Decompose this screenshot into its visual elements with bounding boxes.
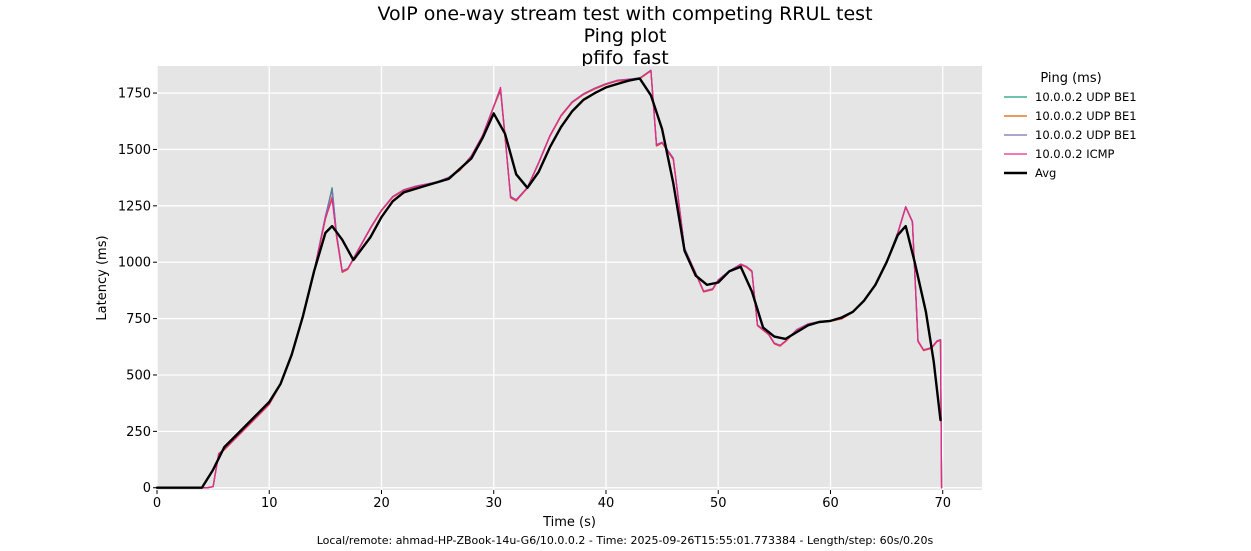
legend-label: 10.0.0.2 ICMP	[1035, 147, 1115, 161]
series-line-4	[155, 77, 942, 489]
x-tick-label: 40	[598, 496, 615, 511]
y-tick-label: 1750	[118, 87, 151, 102]
y-tick-label: 0	[143, 481, 151, 496]
legend: Ping (ms) 10.0.0.2 UDP BE1 10.0.0.2 UDP BE…	[1004, 71, 1137, 180]
y-tick-label: 1500	[118, 143, 151, 158]
x-tick-label: 70	[934, 496, 951, 511]
y-tick-label: 500	[126, 368, 151, 383]
x-tick-label: 60	[822, 496, 839, 511]
x-tick-label: 20	[373, 496, 390, 511]
series-lines	[155, 69, 943, 489]
chart-title-line: pfifo_fast	[581, 47, 669, 69]
y-axis-ticks: 0 250 500 750 1000 1250 1500 1750	[118, 87, 157, 496]
legend-label: Avg	[1035, 166, 1056, 180]
y-axis-label: Latency (ms)	[95, 235, 110, 320]
y-tick-label: 1250	[118, 199, 151, 214]
legend-label: 10.0.0.2 UDP BE1	[1035, 90, 1137, 104]
x-tick-label: 10	[261, 496, 278, 511]
chart-title: VoIP one-way stream test with competing …	[377, 3, 872, 69]
x-tick-label: 0	[153, 496, 161, 511]
x-axis-ticks: 0 10 20 30 40 50 60 70	[153, 490, 951, 511]
footer-metadata: Local/remote: ahmad-HP-ZBook-14u-G6/10.0…	[317, 534, 934, 547]
chart-title-line: VoIP one-way stream test with competing …	[377, 3, 872, 25]
legend-title: Ping (ms)	[1040, 71, 1101, 86]
x-tick-label: 30	[485, 496, 502, 511]
chart-title-line: Ping plot	[584, 25, 667, 47]
y-tick-label: 750	[126, 312, 151, 327]
y-tick-label: 1000	[118, 256, 151, 271]
x-axis-label: Time (s)	[542, 515, 596, 530]
y-tick-label: 250	[126, 425, 151, 440]
legend-label: 10.0.0.2 UDP BE1	[1035, 109, 1137, 123]
plot-area	[157, 66, 982, 490]
grid-lines	[156, 66, 982, 490]
x-tick-label: 50	[710, 496, 727, 511]
legend-label: 10.0.0.2 UDP BE1	[1035, 128, 1137, 142]
